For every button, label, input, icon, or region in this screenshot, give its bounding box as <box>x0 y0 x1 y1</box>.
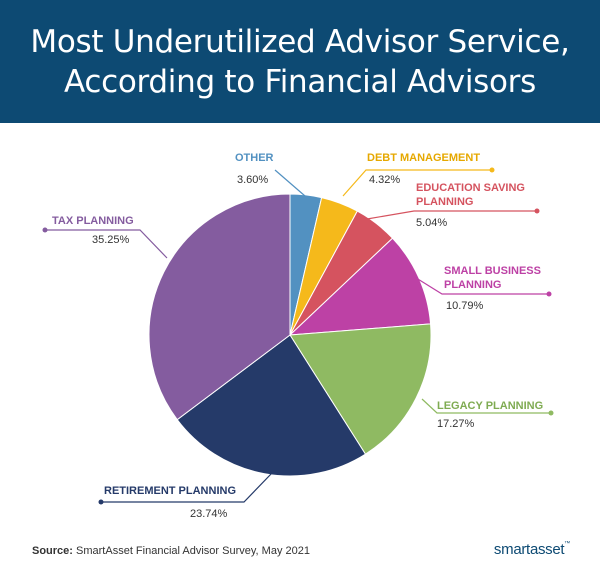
leader-line <box>412 275 549 295</box>
slice-label-name: OTHER <box>235 152 274 164</box>
leader-line <box>101 472 273 503</box>
slice-labels: OTHER 3.60% DEBT MANAGEMENT 4.32% EDUCATION … <box>52 152 543 520</box>
leader-line <box>45 229 168 259</box>
pie-slice-tax-planning <box>148 193 291 421</box>
leader-dot <box>98 499 104 505</box>
smartasset-logo: smartasset™ <box>494 541 570 558</box>
slice-label-value: 10.79% <box>446 300 484 312</box>
slice-label-value: 23.74% <box>190 508 228 520</box>
leader-dot <box>489 167 495 173</box>
chart-title-line-1: Most Underutilized Advisor Service, <box>30 23 570 60</box>
slice-label-name: PLANNING <box>444 279 501 291</box>
slice-label-name: LEGACY PLANNING <box>437 400 543 412</box>
pie-slices <box>148 193 432 477</box>
slice-label-name: DEBT MANAGEMENT <box>367 152 480 164</box>
slice-label-name: RETIREMENT PLANNING <box>104 485 236 497</box>
source-text: SmartAsset Financial Advisor Survey, May… <box>76 545 310 557</box>
slice-label-value: 3.60% <box>237 174 268 186</box>
pie-slice-small-business-planning <box>288 237 432 336</box>
leader-dot <box>546 291 552 297</box>
source-label: Source: <box>32 545 73 557</box>
leader-line <box>421 398 551 414</box>
leader-dot <box>534 208 540 214</box>
slice-label-value: 17.27% <box>437 418 475 430</box>
logo-smart: smart <box>493 541 530 558</box>
pie-slice-legacy-planning <box>289 323 432 455</box>
title-banner: Most Underutilized Advisor Service, Acco… <box>0 0 600 123</box>
pie-chart: OTHER 3.60% DEBT MANAGEMENT 4.32% EDUCATION … <box>42 152 554 520</box>
slice-label-value: 35.25% <box>92 234 130 246</box>
slice-label-name: EDUCATION SAVING <box>416 182 525 194</box>
logo-tm: ™ <box>564 541 570 547</box>
slice-label-name: SMALL BUSINESS <box>444 265 541 277</box>
slice-label-name: PLANNING <box>416 196 473 208</box>
pie-slice-retirement-planning <box>176 334 367 477</box>
leader-lines <box>42 167 554 505</box>
slice-label-name: TAX PLANNING <box>52 215 134 227</box>
leader-line <box>274 169 306 197</box>
leader-dot <box>42 227 48 233</box>
logo-asset: asset <box>529 541 565 558</box>
slice-label-value: 5.04% <box>416 217 447 229</box>
slice-label-value: 4.32% <box>369 174 400 186</box>
chart-title-line-2: According to Financial Advisors <box>64 63 536 100</box>
leader-line <box>366 210 537 220</box>
leader-line <box>342 169 492 197</box>
leader-dot <box>548 410 554 416</box>
source-note: Source: SmartAsset Financial Advisor Sur… <box>32 545 310 557</box>
